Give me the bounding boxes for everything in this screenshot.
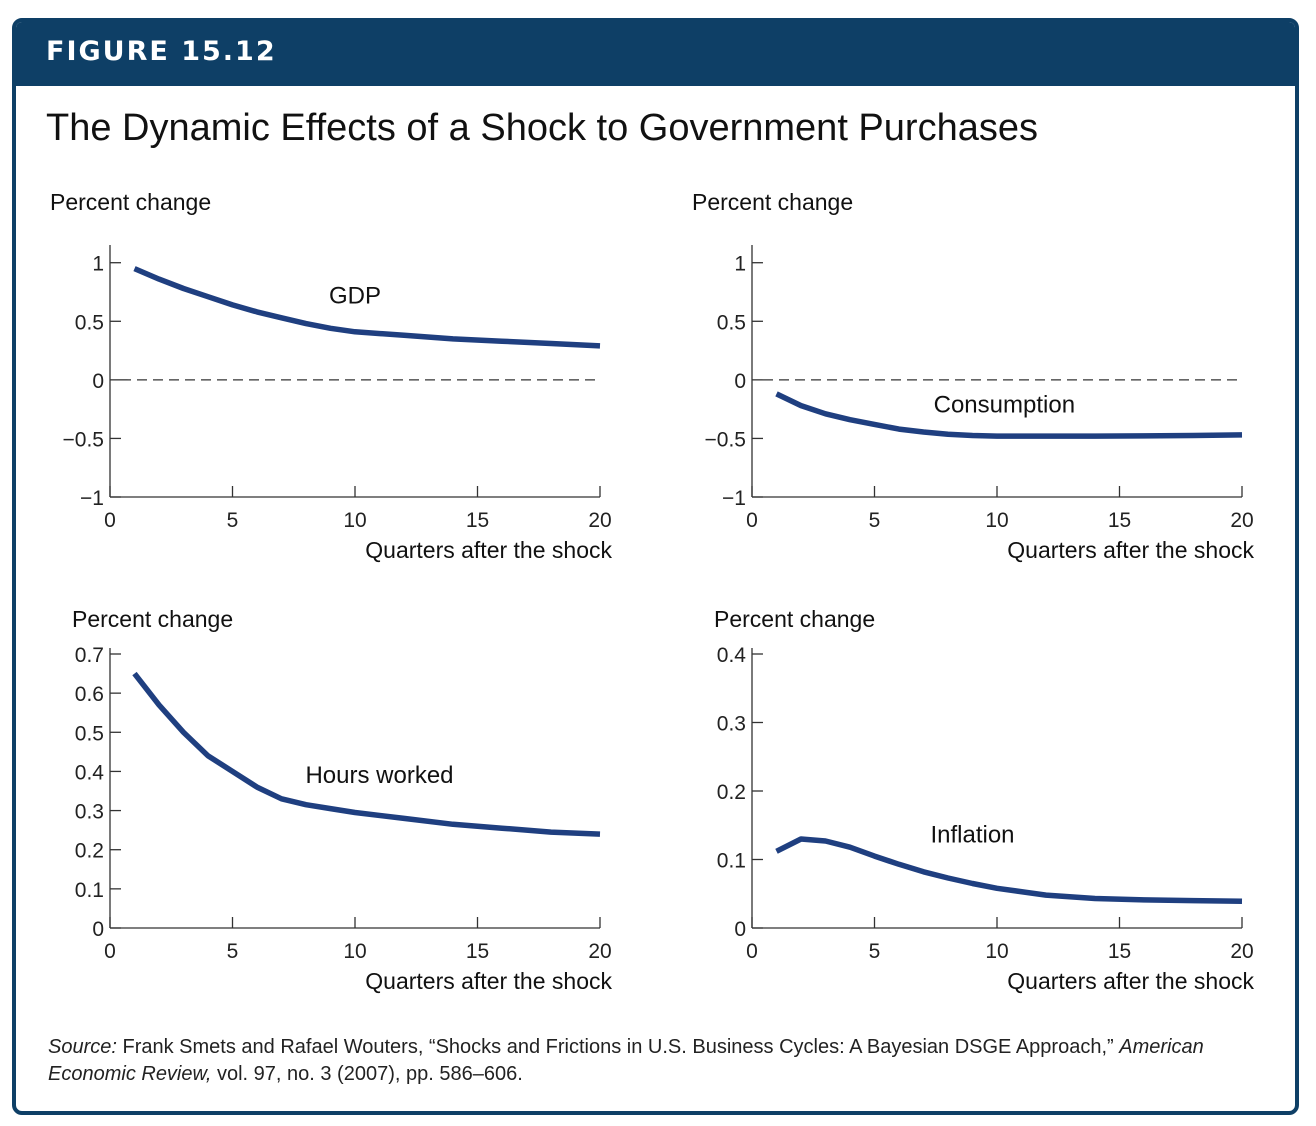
gdp-y-tick-label: 1 xyxy=(92,253,104,276)
inflation-y-tick-label: 0.2 xyxy=(717,781,746,804)
consumption-series-label: Consumption xyxy=(934,392,1075,419)
hours-worked-series-label: Hours worked xyxy=(305,762,453,789)
hours-worked-y-tick-label: 0.6 xyxy=(75,683,104,706)
consumption-y-tick-label: −1 xyxy=(722,487,746,510)
hours-worked-line xyxy=(132,671,601,837)
hours-worked-x-tick-label: 0 xyxy=(104,940,116,963)
consumption-y-tick-label: 0.5 xyxy=(717,311,746,334)
gdp-y-tick-label: 0.5 xyxy=(75,311,104,334)
gdp-x-axis-label: Quarters after the shock xyxy=(365,537,612,563)
gdp-x-tick-label: 10 xyxy=(343,509,366,532)
gdp-x-tick-label: 20 xyxy=(588,509,611,532)
consumption-x-tick-label: 5 xyxy=(869,509,881,532)
gdp-y-axis-label: Percent change xyxy=(50,189,211,215)
consumption-y-axis-label: Percent change xyxy=(692,189,853,215)
consumption-y-tick-label: −0.5 xyxy=(705,428,746,451)
gdp-x-tick-label: 0 xyxy=(104,509,116,532)
inflation-x-tick-label: 15 xyxy=(1108,940,1131,963)
source-prefix: Source: xyxy=(48,1036,117,1058)
hours-worked-y-tick-label: 0.2 xyxy=(75,840,104,863)
inflation-line xyxy=(775,836,1243,905)
hours-worked-y-tick-label: 0.3 xyxy=(75,801,104,824)
gdp-y-tick-label: −1 xyxy=(80,487,104,510)
figure-title: The Dynamic Effects of a Shock to Govern… xyxy=(46,107,1038,149)
hours-worked-y-tick-label: 0.7 xyxy=(75,644,104,667)
gdp-line xyxy=(133,266,601,349)
consumption-x-axis-label: Quarters after the shock xyxy=(1007,537,1254,563)
inflation-series-label: Inflation xyxy=(930,821,1014,848)
hours-worked-x-tick-label: 20 xyxy=(588,940,611,963)
source-note: Source: Frank Smets and Rafael Wouters, … xyxy=(48,1034,1268,1088)
hours-worked-x-axis-label: Quarters after the shock xyxy=(365,968,612,994)
consumption-line xyxy=(775,391,1243,439)
consumption-x-tick-label: 10 xyxy=(985,509,1008,532)
inflation-x-tick-label: 20 xyxy=(1230,940,1253,963)
source-authors: Frank Smets and Rafael Wouters, “Shocks … xyxy=(122,1036,1114,1058)
hours-worked-x-tick-label: 10 xyxy=(343,940,366,963)
gdp-y-tick-label: −0.5 xyxy=(63,428,104,451)
gdp-y-tick-label: 0 xyxy=(92,370,104,393)
consumption-y-tick-label: 0 xyxy=(734,370,746,393)
inflation-y-axis-label: Percent change xyxy=(714,606,875,632)
inflation-x-tick-label: 10 xyxy=(985,940,1008,963)
inflation-y-tick-label: 0.3 xyxy=(717,713,746,736)
source-details: vol. 97, no. 3 (2007), pp. 586–606. xyxy=(216,1063,523,1085)
inflation-y-tick-label: 0 xyxy=(734,918,746,941)
inflation-x-tick-label: 5 xyxy=(869,940,881,963)
inflation-x-axis-label: Quarters after the shock xyxy=(1007,968,1254,994)
hours-worked-y-tick-label: 0.1 xyxy=(75,879,104,902)
gdp-x-tick-label: 5 xyxy=(227,509,239,532)
inflation-y-tick-label: 0.1 xyxy=(717,850,746,873)
gdp-x-tick-label: 15 xyxy=(466,509,489,532)
hours-worked-x-tick-label: 15 xyxy=(466,940,489,963)
figure-label: FIGURE 15.12 xyxy=(46,36,277,67)
source-journal: American Economic Review, xyxy=(48,1036,1204,1085)
gdp-series-label: GDP xyxy=(329,283,381,310)
hours-worked-y-tick-label: 0 xyxy=(92,918,104,941)
hours-worked-y-tick-label: 0.5 xyxy=(75,722,104,745)
consumption-x-tick-label: 15 xyxy=(1108,509,1131,532)
consumption-x-tick-label: 0 xyxy=(746,509,758,532)
hours-worked-y-axis-label: Percent change xyxy=(72,606,233,632)
hours-worked-y-tick-label: 0.4 xyxy=(75,761,105,784)
hours-worked-x-tick-label: 5 xyxy=(227,940,239,963)
figure-frame: FIGURE 15.12 The Dynamic Effects of a Sh… xyxy=(12,18,1299,1115)
consumption-x-tick-label: 20 xyxy=(1230,509,1253,532)
consumption-y-tick-label: 1 xyxy=(734,253,746,276)
inflation-x-tick-label: 0 xyxy=(746,940,758,963)
figure-banner: FIGURE 15.12 xyxy=(16,22,1295,86)
inflation-y-tick-label: 0.4 xyxy=(717,644,747,667)
